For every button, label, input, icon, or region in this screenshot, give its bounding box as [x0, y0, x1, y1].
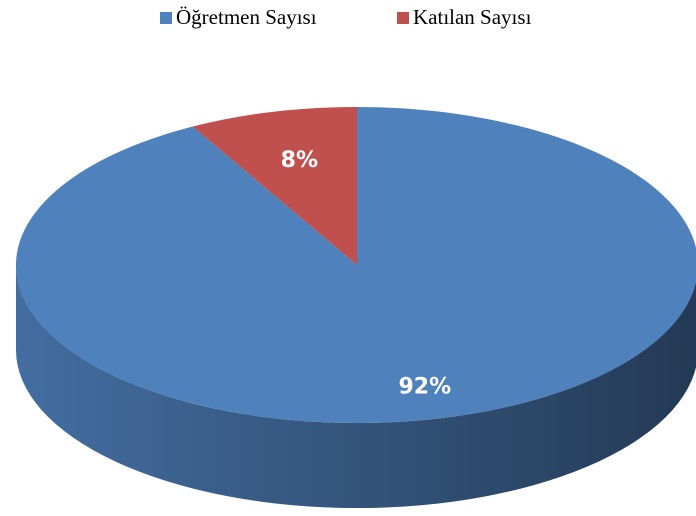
data-label: 92% — [399, 374, 452, 399]
legend-swatch — [160, 12, 172, 24]
legend-label: Öğretmen Sayısı — [176, 5, 317, 29]
slice — [16, 107, 696, 423]
legend-label: Katılan Sayısı — [413, 5, 532, 29]
legend-swatch — [397, 12, 409, 24]
slice — [192, 107, 357, 265]
data-label: 8% — [281, 148, 318, 173]
slice-side-shade — [16, 265, 696, 508]
